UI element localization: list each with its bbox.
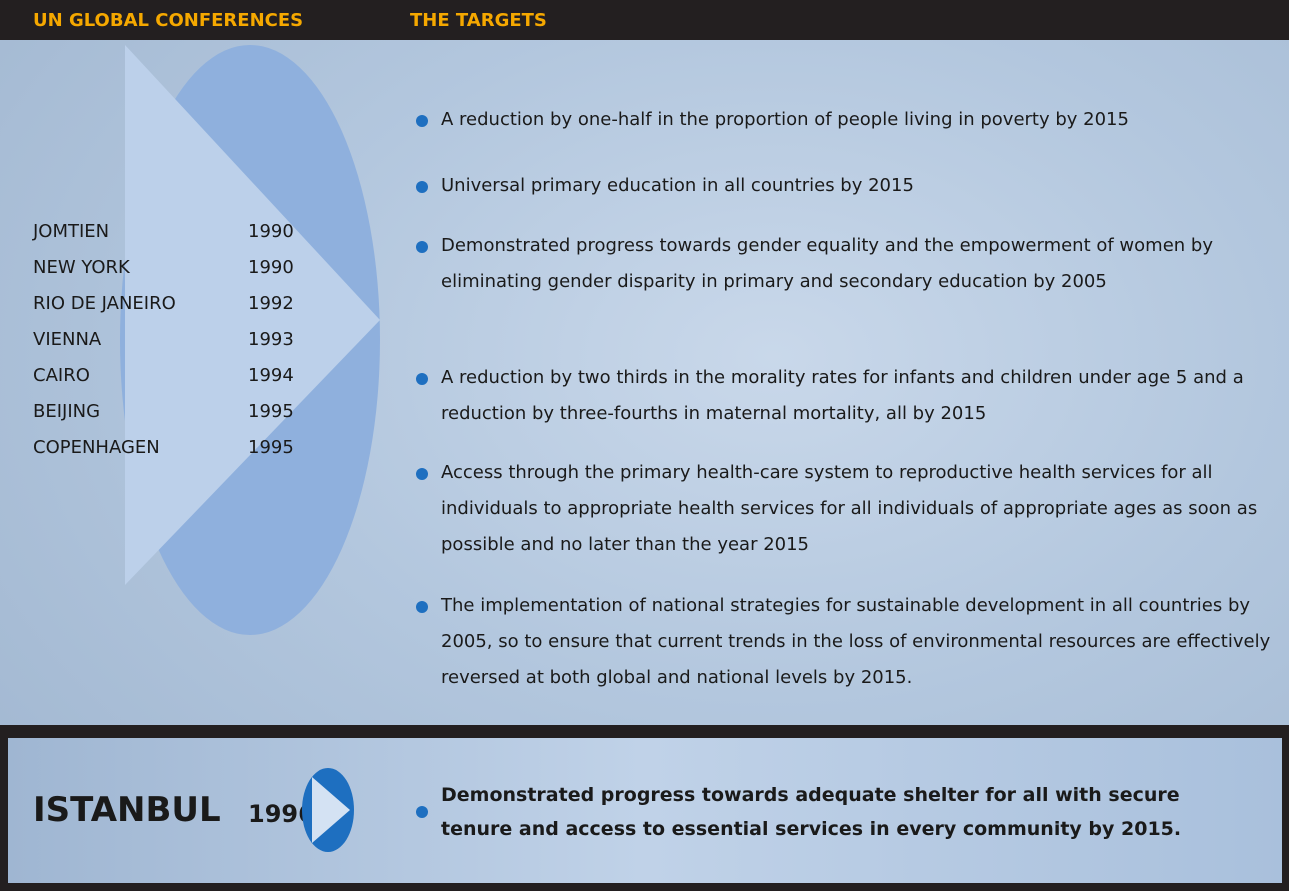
conference-year: 1993: [248, 329, 294, 350]
highlight-icon: [300, 765, 360, 855]
bullet: [416, 373, 428, 385]
conference-year: 1994: [248, 365, 294, 386]
conference-year: 1990: [248, 221, 294, 242]
highlight-target: Demonstrated progress towards adequate s…: [441, 778, 1241, 846]
conference-name: NEW YORK: [33, 257, 130, 278]
conference-name: RIO DE JANEIRO: [33, 293, 176, 314]
highlight-name: ISTANBUL: [33, 790, 221, 830]
bullet: [416, 115, 428, 127]
bullet: [416, 181, 428, 193]
conference-year: 1995: [248, 401, 294, 422]
target-text: The implementation of national strategie…: [441, 588, 1271, 696]
target-text: A reduction by two thirds in the moralit…: [441, 360, 1271, 432]
page: UN GLOBAL CONFERENCES THE TARGETS JOMTIE…: [0, 0, 1289, 891]
conference-name: CAIRO: [33, 365, 90, 386]
bullet: [416, 241, 428, 253]
conference-name: JOMTIEN: [33, 221, 109, 242]
conference-name: VIENNA: [33, 329, 101, 350]
target-text: A reduction by one-half in the proportio…: [441, 102, 1271, 138]
target-text: Demonstrated progress towards gender equ…: [441, 228, 1271, 300]
bullet: [416, 601, 428, 613]
target-text: Universal primary education in all count…: [441, 168, 1271, 204]
bullet: [416, 806, 428, 818]
conference-name: COPENHAGEN: [33, 437, 160, 458]
header-right: THE TARGETS: [410, 10, 547, 31]
bullet: [416, 468, 428, 480]
conference-name: BEIJING: [33, 401, 100, 422]
target-text: Access through the primary health-care s…: [441, 455, 1271, 563]
conference-year: 1995: [248, 437, 294, 458]
conference-year: 1990: [248, 257, 294, 278]
conference-year: 1992: [248, 293, 294, 314]
header-left: UN GLOBAL CONFERENCES: [33, 10, 303, 31]
